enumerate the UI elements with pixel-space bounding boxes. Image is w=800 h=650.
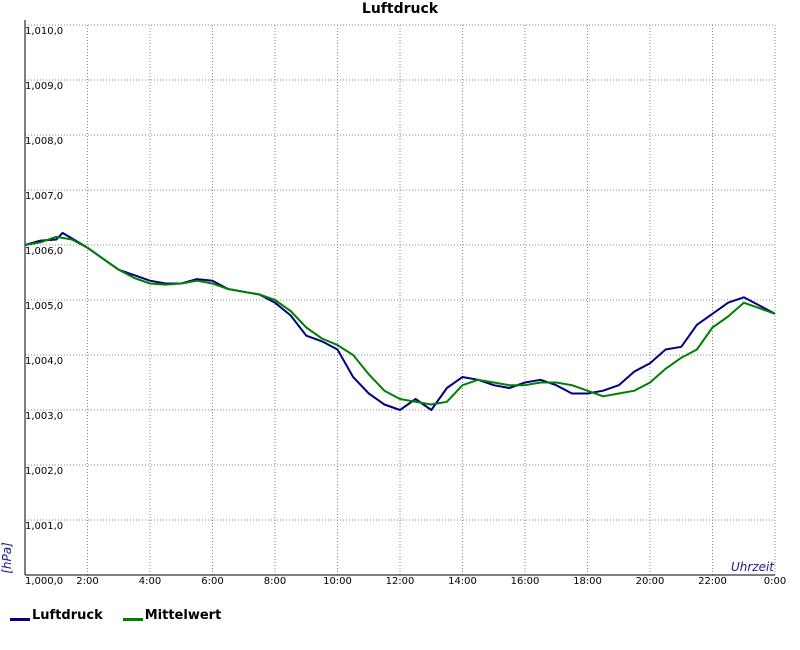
legend-label-luftdruck: Luftdruck	[32, 608, 103, 623]
x-tick-label: 10:00	[323, 576, 352, 587]
y-tick-label: 1,005,0	[25, 301, 63, 312]
y-tick-label: 1,007,0	[25, 191, 63, 202]
x-tick-label: 2:00	[76, 576, 98, 587]
x-tick-label: 6:00	[201, 576, 223, 587]
legend-swatch-mittelwert	[122, 618, 143, 621]
x-tick-label: 18:00	[573, 576, 602, 587]
series-line-luftdruck	[24, 231, 776, 411]
y-tick-label: 1,010,0	[25, 26, 63, 37]
y-tick-label: 1,002,0	[25, 466, 63, 477]
y-tick-label: 1,008,0	[25, 136, 63, 147]
x-axis-label: Uhrzeit	[731, 560, 775, 574]
x-tick-label: 20:00	[636, 576, 665, 587]
y-tick-label: 1,009,0	[25, 81, 63, 92]
y-tick-label: 1,003,0	[25, 411, 63, 422]
axis-layer	[24, 20, 775, 576]
x-tick-label: 14:00	[448, 576, 477, 587]
chart-title: Luftdruck	[362, 1, 439, 17]
x-tick-label: 4:00	[139, 576, 161, 587]
legend-swatch-luftdruck	[10, 618, 30, 621]
grid-layer	[25, 24, 776, 575]
x-tick-label: 22:00	[698, 576, 727, 587]
legend-item-luftdruck: Luftdruck	[10, 608, 103, 623]
y-tick-label: 1,000,0	[25, 576, 63, 587]
tick-labels: 1,000,0 1,001,0 1,002,0 1,003,0 1,004,0 1,005…	[25, 26, 786, 587]
y-tick-label: 1,004,0	[25, 356, 63, 367]
series-line-mittelwert	[24, 235, 776, 406]
y-tick-label: 1,006,0	[25, 246, 63, 257]
x-tick-label: 0:00	[764, 576, 786, 587]
y-axis-label: [hPa]	[0, 542, 14, 574]
x-tick-label: 8:00	[264, 576, 286, 587]
legend-item-mittelwert: Mittelwert	[122, 608, 222, 623]
x-tick-label: 12:00	[386, 576, 415, 587]
legend-label-mittelwert: Mittelwert	[144, 608, 222, 623]
y-tick-label: 1,001,0	[25, 521, 63, 532]
x-tick-label: 16:00	[511, 576, 540, 587]
series-layer	[24, 231, 776, 411]
legend: Luftdruck Mittelwert	[10, 608, 241, 623]
